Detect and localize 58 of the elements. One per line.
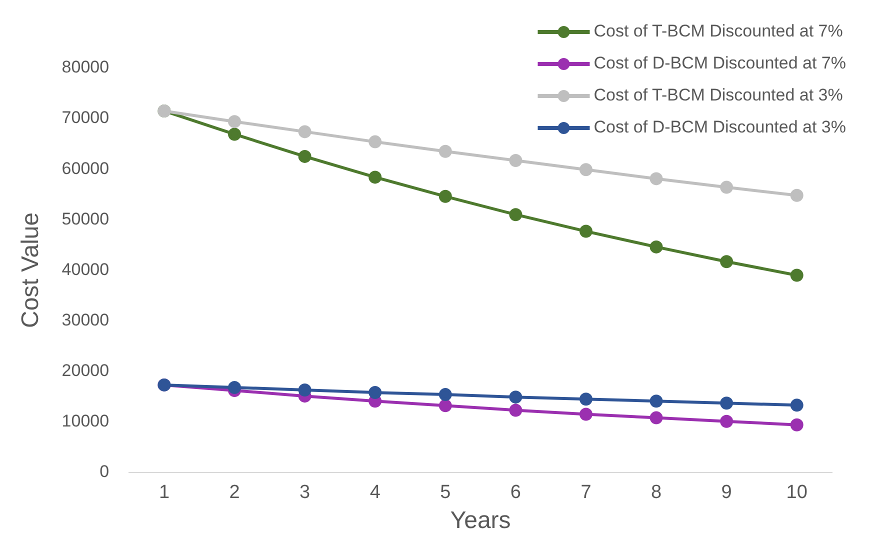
- y-tick-label: 30000: [62, 310, 110, 330]
- point: [720, 180, 734, 194]
- point: [509, 404, 522, 417]
- x-tick-label: 8: [650, 482, 662, 504]
- y-tick-label: 60000: [62, 158, 110, 178]
- legend-label: Cost of T-BCM Discounted at 7%: [594, 22, 843, 41]
- y-tick-label: 10000: [62, 412, 110, 431]
- point: [298, 384, 312, 397]
- legend-label: Cost of T-BCM Discounted at 3%: [594, 86, 843, 105]
- point: [368, 135, 382, 148]
- x-tick-label: 10: [786, 482, 808, 504]
- legend-label: Cost of D-BCM Discounted at 7%: [594, 54, 846, 73]
- point: [438, 190, 452, 203]
- point: [509, 390, 522, 404]
- point: [790, 418, 804, 432]
- x-tick-label: 1: [158, 482, 170, 504]
- point: [438, 388, 452, 402]
- legend-label: Cost of D-BCM Discounted at 3%: [594, 118, 846, 137]
- x-tick-label: 4: [370, 482, 381, 504]
- y-tick-label: 50000: [62, 209, 110, 228]
- point: [509, 208, 522, 222]
- point: [579, 392, 592, 406]
- point: [579, 163, 592, 176]
- point: [368, 170, 382, 184]
- point: [438, 399, 452, 412]
- point: [790, 268, 804, 282]
- y-tick-label: 80000: [62, 58, 110, 77]
- point: [790, 398, 804, 412]
- point: [579, 408, 592, 421]
- y-tick-label: 70000: [62, 108, 110, 128]
- point: [509, 154, 522, 168]
- x-tick-label: 9: [721, 482, 732, 504]
- y-tick-label: 20000: [62, 360, 110, 380]
- point: [579, 224, 592, 238]
- x-tick-label: 3: [300, 482, 310, 504]
- y-tick-label: 0: [100, 462, 110, 482]
- x-tick-label: 5: [440, 482, 451, 504]
- point: [650, 411, 663, 424]
- point: [298, 125, 312, 138]
- point: [720, 396, 734, 410]
- point: [720, 255, 734, 268]
- point: [650, 240, 663, 254]
- point: [228, 115, 242, 128]
- point: [228, 380, 242, 394]
- x-tick-label: 6: [510, 482, 521, 504]
- x-tick-label: 2: [229, 482, 240, 504]
- point: [790, 188, 804, 202]
- point: [650, 172, 663, 186]
- y-axis-title: Cost Value: [17, 212, 44, 328]
- point: [368, 386, 382, 400]
- point: [438, 144, 452, 158]
- point: [228, 128, 242, 141]
- x-axis-title: Years: [450, 507, 511, 534]
- point: [298, 150, 312, 163]
- point: [720, 414, 734, 428]
- point: [650, 394, 663, 408]
- y-tick-label: 40000: [62, 260, 110, 279]
- x-tick-label: 7: [580, 482, 592, 504]
